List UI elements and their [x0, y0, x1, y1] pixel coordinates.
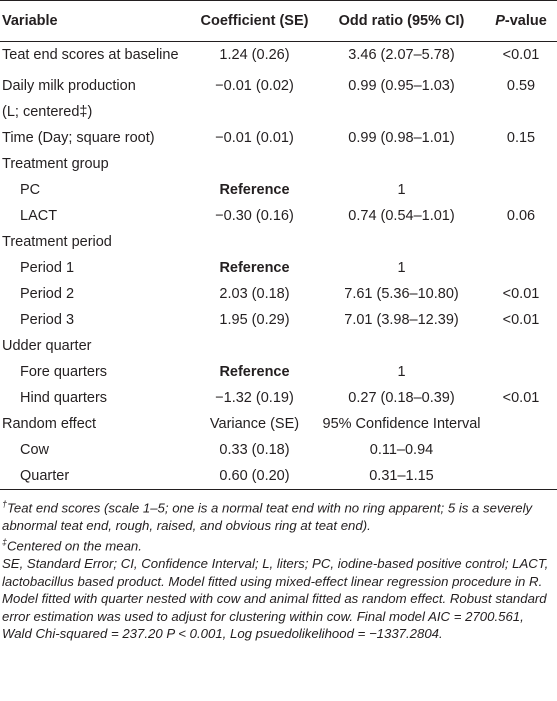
table-row: Fore quarters Reference 1: [0, 359, 557, 385]
row-variance: 0.60 (0.20): [191, 463, 318, 490]
row-odds-ratio: 1: [397, 364, 406, 380]
table-row: Treatment period: [0, 229, 557, 255]
row-group-label: Treatment group: [2, 156, 109, 172]
header-odds-ratio: Odd ratio (95% CI): [318, 0, 485, 42]
footnote-abbreviations: SE, Standard Error; CI, Confidence Inter…: [2, 556, 549, 642]
row-odds-ratio: 0.99 (0.95–1.03): [348, 78, 455, 94]
row-p-value: 0.15: [506, 130, 536, 146]
table-row: Time (Day; square root) −0.01 (0.01) 0.9…: [0, 125, 557, 151]
row-group-label: Random effect: [2, 416, 97, 432]
row-coefficient: −0.30 (0.16): [215, 208, 294, 224]
table-row: Udder quarter: [0, 333, 557, 359]
row-confidence-interval: 0.31–1.15: [318, 463, 485, 490]
row-odds-ratio: 7.01 (3.98–12.39): [344, 312, 459, 328]
header-variable: Variable: [0, 0, 191, 42]
row-coefficient: −0.01 (0.01): [215, 130, 294, 146]
row-odds-ratio: 1: [397, 260, 406, 276]
row-variance: 0.33 (0.18): [219, 442, 290, 458]
row-label: Fore quarters: [20, 364, 108, 380]
row-group-label: Treatment period: [2, 234, 112, 250]
table-row: Hind quarters −1.32 (0.19) 0.27 (0.18–0.…: [0, 385, 557, 411]
table-row: Quarter 0.60 (0.20) 0.31–1.15: [0, 463, 557, 490]
header-p-italic: P: [495, 13, 505, 29]
table-row: Period 3 1.95 (0.29) 7.01 (3.98–12.39) <…: [0, 307, 557, 333]
header-row: Variable Coefficient (SE) Odd ratio (95%…: [0, 0, 557, 42]
row-p-value: <0.01: [502, 47, 540, 63]
header-p-value: P-value: [485, 0, 557, 42]
row-p-value: <0.01: [502, 286, 540, 302]
row-coefficient: 1.24 (0.26): [219, 47, 290, 63]
row-coefficient: −0.01 (0.02): [215, 78, 294, 94]
row-label-line1: Daily milk production: [2, 78, 136, 94]
row-coefficient: Reference: [219, 260, 290, 276]
row-label: Time (Day; square root): [2, 130, 155, 146]
row-p-value: 0.59: [506, 78, 536, 94]
row-p-value: 0.06: [506, 208, 536, 224]
row-coefficient: Reference: [219, 182, 290, 198]
row-label: Teat end scores at baseline: [2, 47, 179, 63]
table-row: Treatment group: [0, 151, 557, 177]
table-row: Teat end scores at baseline 1.24 (0.26) …: [0, 42, 557, 69]
table-row: Cow 0.33 (0.18) 0.11–0.94: [0, 437, 557, 463]
table-row: Daily milk production (L; centered‡) −0.0…: [0, 68, 557, 125]
row-odds-ratio: 0.27 (0.18–0.39): [348, 390, 455, 406]
dagger-mark: †: [2, 499, 8, 509]
row-label: PC: [20, 182, 41, 198]
footnote-double-dagger: ‡Centered on the mean.: [2, 534, 555, 555]
row-label: LACT: [20, 208, 58, 224]
row-p-value: <0.01: [502, 390, 540, 406]
row-subheader: 95% Confidence Interval: [322, 416, 481, 432]
footnote-dagger-text: Teat end scores (scale 1–5; one is a nor…: [2, 500, 533, 533]
row-odds-ratio: 0.74 (0.54–1.01): [348, 208, 455, 224]
header-coefficient: Coefficient (SE): [191, 0, 318, 42]
footnote-dagger: †Teat end scores (scale 1–5; one is a no…: [2, 496, 555, 534]
row-odds-ratio: 0.99 (0.98–1.01): [348, 130, 455, 146]
row-coefficient: 1.95 (0.29): [219, 312, 290, 328]
table-row: Random effect Variance (SE) 95% Confiden…: [0, 411, 557, 437]
row-group-label: Udder quarter: [2, 338, 92, 354]
table-footnotes: †Teat end scores (scale 1–5; one is a no…: [0, 490, 557, 643]
row-label: Quarter: [0, 463, 191, 490]
table-row: PC Reference 1: [0, 177, 557, 203]
regression-table: Variable Coefficient (SE) Odd ratio (95%…: [0, 0, 557, 490]
double-dagger-mark: ‡: [2, 537, 8, 548]
row-odds-ratio: 1: [397, 182, 406, 198]
table-row: Period 2 2.03 (0.18) 7.61 (5.36–10.80) <…: [0, 281, 557, 307]
row-odds-ratio: 3.46 (2.07–5.78): [348, 47, 455, 63]
row-label-line2: (L; centered‡): [2, 104, 93, 120]
row-coefficient: −1.32 (0.19): [215, 390, 294, 406]
table-row: Period 1 Reference 1: [0, 255, 557, 281]
row-label: Daily milk production (L; centered‡): [0, 68, 191, 125]
row-label: Period 2: [20, 286, 75, 302]
row-subheader: Variance (SE): [209, 416, 300, 432]
row-label: Hind quarters: [20, 390, 108, 406]
row-p-value: <0.01: [502, 312, 540, 328]
row-odds-ratio: 7.61 (5.36–10.80): [344, 286, 459, 302]
header-p-rest: -value: [504, 13, 547, 29]
row-confidence-interval: 0.11–0.94: [369, 442, 434, 458]
footnote-double-dagger-text: Centered on the mean.: [7, 538, 142, 554]
row-coefficient: Reference: [219, 364, 290, 380]
row-label: Cow: [20, 442, 50, 458]
row-label: Period 1: [20, 260, 75, 276]
row-label: Period 3: [20, 312, 75, 328]
table-row: LACT −0.30 (0.16) 0.74 (0.54–1.01) 0.06: [0, 203, 557, 229]
row-coefficient: 2.03 (0.18): [219, 286, 290, 302]
